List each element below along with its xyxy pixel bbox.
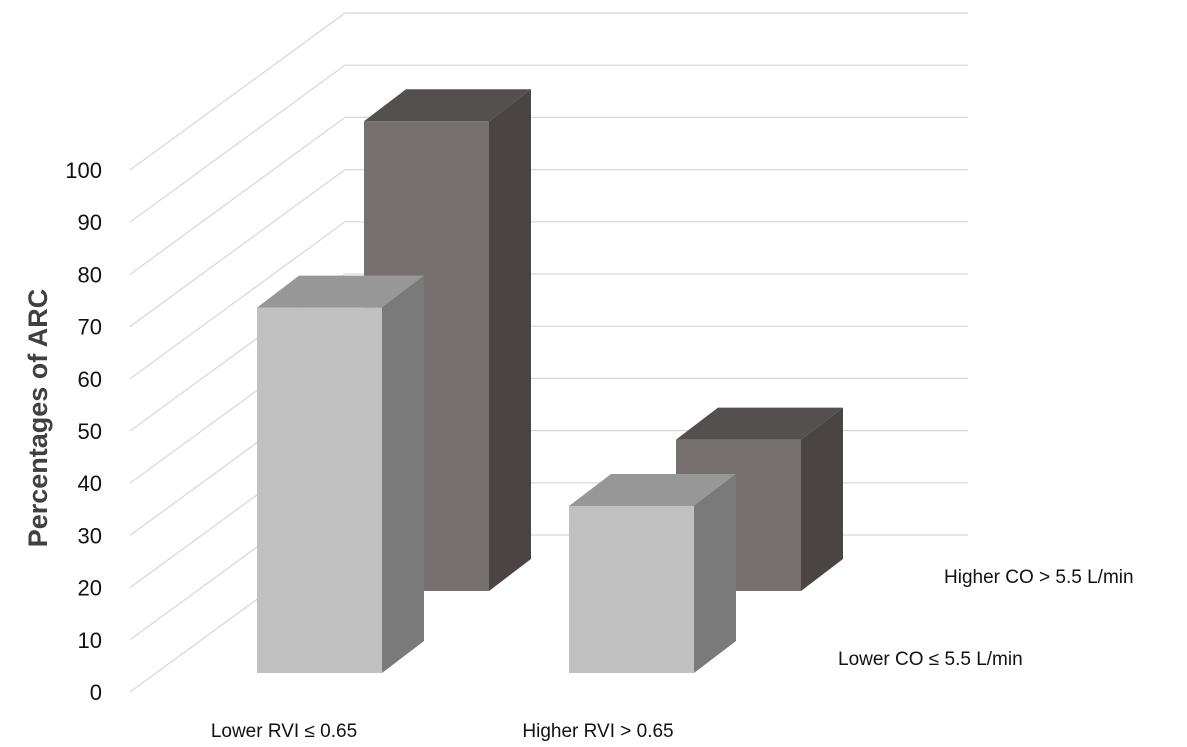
- y-tick-label: 50: [78, 419, 102, 444]
- y-axis-title: Percentages of ARC: [23, 289, 53, 548]
- y-tick-label: 90: [78, 210, 102, 235]
- y-tick-label: 20: [78, 576, 102, 601]
- bars: [257, 89, 843, 673]
- y-tick-label: 10: [78, 628, 102, 653]
- gridline-side: [129, 169, 346, 328]
- series-label: Higher CO > 5.5 L/min: [944, 567, 1134, 588]
- bar-front-series-2-side: [694, 473, 736, 673]
- y-tick-label: 70: [78, 315, 102, 340]
- gridline-side: [129, 116, 346, 275]
- y-tick-label: 30: [78, 523, 102, 548]
- gridline-side: [129, 221, 346, 380]
- bar-front-series-2-front: [569, 505, 694, 673]
- bar-front-series-2: [569, 473, 736, 673]
- bar-back-series-2-side: [801, 407, 843, 591]
- bar-back-series-1-top: [364, 89, 531, 122]
- bar-back-series-1-side: [489, 89, 531, 591]
- y-tick-label: 80: [78, 262, 102, 287]
- y-tick-label: 100: [65, 158, 102, 183]
- y-tick-label: 60: [78, 367, 102, 392]
- bar-front-series-1-side: [382, 275, 424, 673]
- labels: 0 10 20 30 40 50 60 70 80 90 100 Lower RVI ≤ 0.65 Hi…: [65, 158, 1133, 742]
- y-tick-label: 0: [90, 680, 102, 705]
- gridline-side: [129, 64, 346, 223]
- grid-lines: [129, 12, 968, 693]
- category-label: Lower RVI ≤ 0.65: [211, 721, 357, 742]
- bar-front-series-2-top: [569, 473, 736, 506]
- gridline-side: [129, 12, 346, 171]
- series-label: Lower CO ≤ 5.5 L/min: [838, 649, 1023, 670]
- y-tick-label: 40: [78, 471, 102, 496]
- bar-front-series-1: [257, 275, 424, 673]
- bar-front-series-1-front: [257, 307, 382, 673]
- bar-back-series-2-top: [676, 407, 843, 440]
- bar-front-series-1-top: [257, 275, 424, 308]
- category-label: Higher RVI > 0.65: [522, 721, 673, 742]
